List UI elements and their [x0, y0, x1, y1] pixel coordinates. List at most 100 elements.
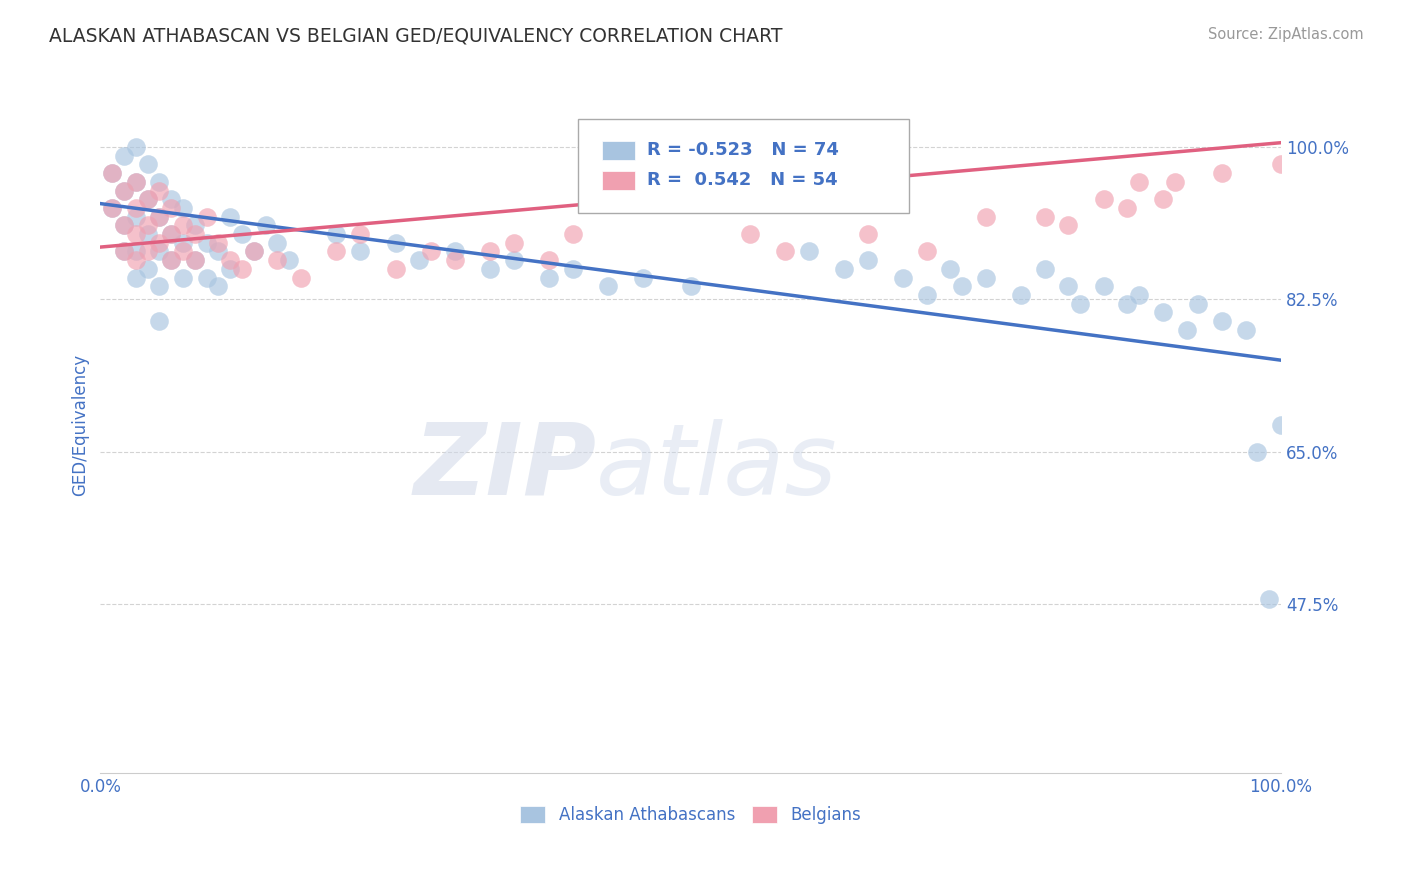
Text: ALASKAN ATHABASCAN VS BELGIAN GED/EQUIVALENCY CORRELATION CHART: ALASKAN ATHABASCAN VS BELGIAN GED/EQUIVA…: [49, 27, 783, 45]
Point: [1116, 201, 1139, 215]
Point: [125, 253, 148, 268]
Text: R =  0.542   N = 54: R = 0.542 N = 54: [647, 171, 838, 189]
Point: [112, 244, 135, 259]
FancyBboxPatch shape: [602, 171, 636, 190]
Point: [1246, 444, 1268, 458]
Point: [136, 157, 159, 171]
Point: [148, 184, 170, 198]
FancyBboxPatch shape: [578, 120, 910, 213]
Point: [112, 184, 135, 198]
Point: [101, 201, 124, 215]
Point: [679, 279, 702, 293]
Point: [1152, 192, 1174, 206]
Point: [172, 201, 194, 215]
Point: [160, 253, 183, 268]
Point: [349, 244, 371, 259]
Text: atlas: atlas: [596, 418, 838, 516]
Point: [136, 244, 159, 259]
Point: [1152, 305, 1174, 319]
Text: Source: ZipAtlas.com: Source: ZipAtlas.com: [1208, 27, 1364, 42]
Point: [172, 270, 194, 285]
Point: [125, 201, 148, 215]
Point: [125, 210, 148, 224]
Point: [125, 175, 148, 189]
Point: [537, 253, 560, 268]
Point: [1163, 175, 1185, 189]
Point: [738, 227, 761, 241]
Point: [797, 244, 820, 259]
Point: [478, 244, 501, 259]
Point: [1175, 323, 1198, 337]
Point: [974, 210, 997, 224]
Point: [1033, 261, 1056, 276]
Point: [231, 227, 253, 241]
Point: [160, 227, 183, 241]
Point: [856, 253, 879, 268]
Text: R = -0.523   N = 74: R = -0.523 N = 74: [647, 141, 839, 159]
Point: [231, 261, 253, 276]
Point: [596, 279, 619, 293]
Point: [633, 270, 655, 285]
Point: [419, 244, 441, 259]
Point: [125, 244, 148, 259]
Point: [1258, 592, 1281, 607]
Point: [502, 235, 524, 250]
Point: [184, 253, 207, 268]
Point: [950, 279, 973, 293]
Point: [443, 253, 465, 268]
Point: [101, 201, 124, 215]
Point: [939, 261, 962, 276]
Point: [148, 210, 170, 224]
Text: ZIP: ZIP: [413, 418, 596, 516]
Point: [1128, 288, 1150, 302]
Point: [915, 244, 938, 259]
Point: [974, 270, 997, 285]
Point: [184, 253, 207, 268]
Point: [443, 244, 465, 259]
Point: [172, 244, 194, 259]
Point: [290, 270, 312, 285]
Point: [1187, 296, 1209, 310]
Point: [136, 192, 159, 206]
Point: [325, 227, 347, 241]
Point: [1033, 210, 1056, 224]
Point: [172, 235, 194, 250]
Point: [136, 192, 159, 206]
Point: [101, 166, 124, 180]
Point: [243, 244, 266, 259]
Point: [125, 227, 148, 241]
Point: [184, 227, 207, 241]
Point: [1116, 296, 1139, 310]
Point: [125, 175, 148, 189]
Point: [1069, 296, 1091, 310]
Point: [160, 192, 183, 206]
Point: [1270, 418, 1292, 433]
Point: [1092, 279, 1115, 293]
Point: [207, 244, 229, 259]
Point: [112, 219, 135, 233]
Point: [1092, 192, 1115, 206]
Point: [148, 244, 170, 259]
Point: [160, 253, 183, 268]
Point: [148, 235, 170, 250]
Point: [254, 219, 277, 233]
Point: [1128, 175, 1150, 189]
Point: [219, 261, 242, 276]
Point: [891, 270, 914, 285]
Point: [478, 261, 501, 276]
Point: [384, 235, 406, 250]
Point: [112, 219, 135, 233]
Point: [125, 270, 148, 285]
FancyBboxPatch shape: [602, 141, 636, 160]
Point: [195, 235, 218, 250]
Point: [101, 166, 124, 180]
Point: [408, 253, 430, 268]
Point: [1211, 314, 1233, 328]
Point: [207, 279, 229, 293]
Point: [136, 219, 159, 233]
Point: [856, 227, 879, 241]
Point: [125, 140, 148, 154]
Point: [1270, 157, 1292, 171]
Point: [266, 235, 288, 250]
Point: [195, 270, 218, 285]
